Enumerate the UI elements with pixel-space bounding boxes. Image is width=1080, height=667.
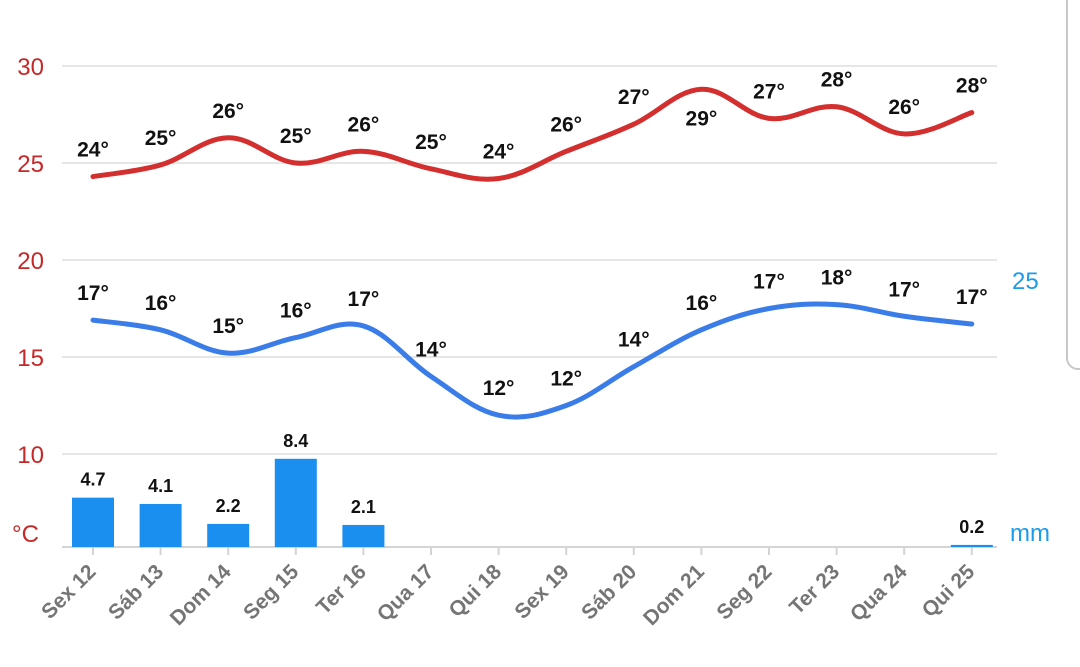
max-temp-label: 29° [686, 107, 718, 130]
min-temp-label: 17° [348, 288, 380, 311]
x-tick-label: Qua 24 [846, 560, 912, 626]
max-temp-label: 24° [483, 141, 515, 164]
max-temp-label: 25° [145, 127, 177, 150]
x-tick-label: Dom 14 [166, 560, 236, 630]
max-temp-line [90, 86, 975, 182]
x-tick-label: Ter 23 [785, 560, 844, 619]
x-tick-label: Dom 21 [639, 560, 709, 630]
max-temp-label: 26° [348, 113, 380, 136]
x-tick-label: Sáb 13 [104, 560, 168, 624]
y-tick-label: 10 [17, 442, 44, 469]
bar [950, 544, 993, 547]
min-temp-label: 18° [821, 267, 853, 290]
y2-unit-label: mm [1010, 520, 1050, 547]
x-tick-label: Seg 15 [239, 560, 303, 624]
bar [139, 503, 182, 547]
min-temp-label: 12° [550, 368, 582, 391]
min-temp-label: 15° [212, 315, 244, 338]
data-labels: 4.7 4.1 2.2 8.4 2.1 0.2 24° 25° 26° 25° 26° 25° 24° 2… [77, 69, 988, 537]
bar-value-label: 2.1 [351, 497, 376, 517]
min-temp-label: 14° [415, 338, 447, 361]
x-tick-label: Qui 18 [444, 560, 506, 622]
y-tick-label: 30 [17, 54, 44, 81]
bar [342, 524, 385, 547]
bar [274, 458, 317, 547]
min-temp-label: 16° [686, 292, 718, 315]
x-tick-label: Ter 16 [312, 560, 371, 619]
bar-value-label: 8.4 [283, 431, 308, 451]
bar-value-label: 4.7 [80, 470, 105, 490]
max-temp-label: 27° [618, 86, 650, 109]
min-temp-label: 17° [888, 278, 920, 301]
y-tick-label: 15 [17, 345, 44, 372]
y2-tick-label: 25 [1012, 268, 1039, 295]
min-temp-label: 17° [753, 271, 785, 294]
y-unit-label: °C [12, 521, 39, 548]
bar [72, 497, 114, 547]
x-tick-label: Sex 12 [37, 560, 100, 623]
min-temp-label: 12° [483, 377, 515, 400]
bar-value-label: 2.2 [216, 496, 241, 516]
temperature-lines [90, 86, 975, 420]
bar-value-label: 4.1 [148, 476, 173, 496]
max-temp-label: 27° [753, 80, 785, 103]
max-temp-label: 26° [550, 113, 582, 136]
min-temp-label: 16° [145, 292, 177, 315]
max-temp-label: 28° [956, 75, 988, 98]
right-axis: 25 mm [1010, 268, 1050, 547]
max-temp-label: 26° [212, 100, 244, 123]
y-tick-label: 20 [17, 248, 44, 275]
scrollbar-edge [1066, 0, 1080, 370]
min-temp-label: 17° [956, 286, 988, 309]
y-tick-label: 25 [17, 151, 44, 178]
max-temp-label: 26° [888, 96, 920, 119]
min-temp-label: 16° [280, 300, 312, 323]
min-temp-line [90, 301, 975, 420]
left-axis: 30 25 20 15 10 °C [12, 54, 44, 548]
x-tick-label: Qui 25 [918, 560, 980, 622]
x-tick-label: Sáb 20 [577, 560, 641, 624]
bar [207, 523, 250, 547]
max-temp-label: 25° [280, 125, 312, 148]
min-temp-label: 17° [77, 282, 109, 305]
max-temp-label: 25° [415, 131, 447, 154]
x-tick-label: Sex 19 [510, 560, 573, 623]
bar-value-label: 0.2 [959, 517, 984, 537]
max-temp-label: 28° [821, 69, 853, 92]
x-tick-label: Seg 22 [712, 560, 776, 624]
x-tick-label: Qua 17 [373, 560, 439, 626]
max-temp-label: 24° [77, 139, 109, 162]
precipitation-bars [72, 458, 993, 547]
min-temp-label: 14° [618, 329, 650, 352]
